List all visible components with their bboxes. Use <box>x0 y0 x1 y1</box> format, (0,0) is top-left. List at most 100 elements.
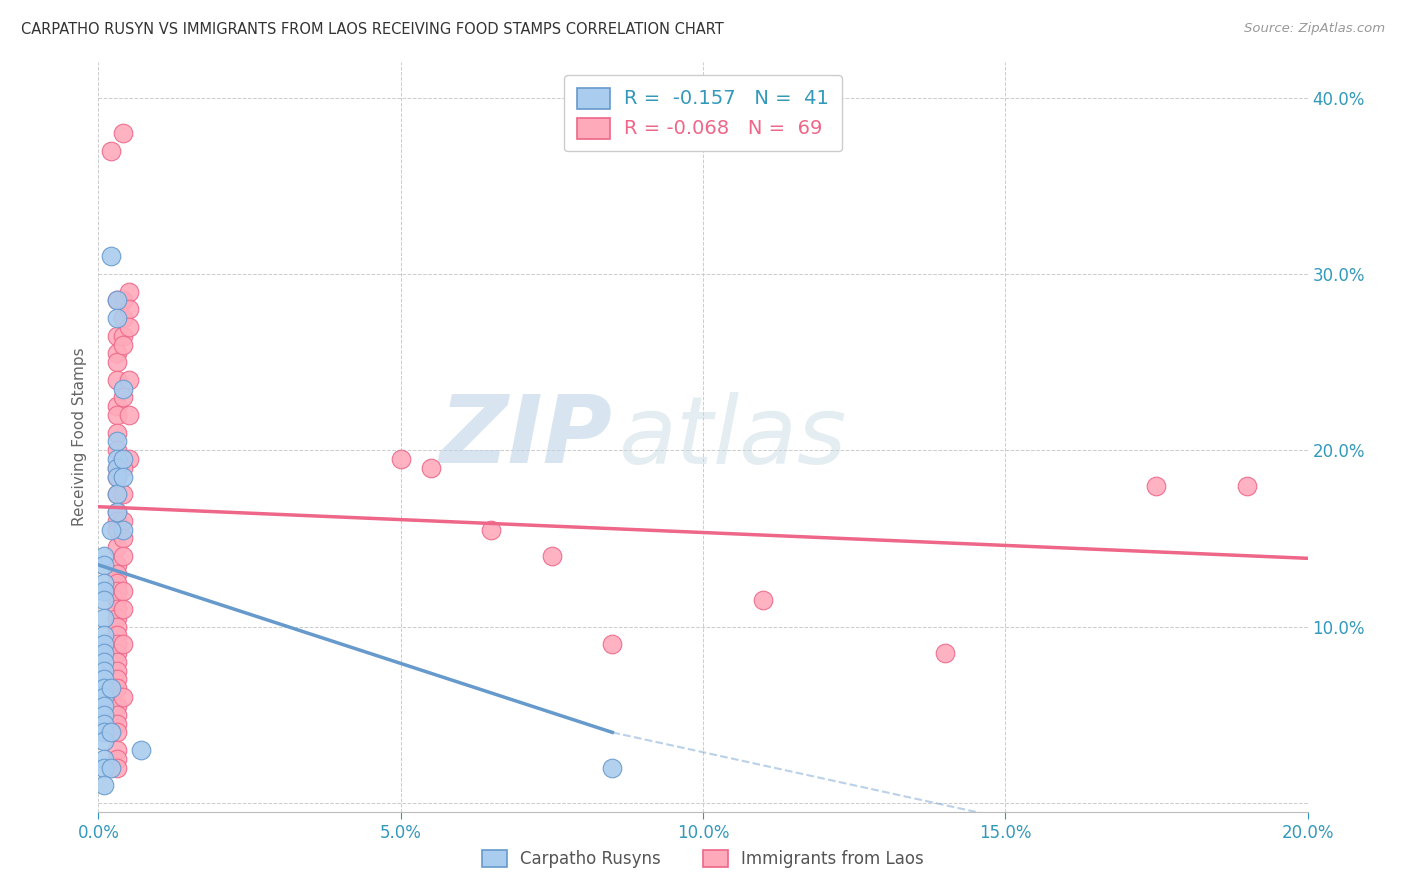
Point <box>93 611 115 625</box>
Point <box>100 523 122 537</box>
Point <box>93 575 115 590</box>
Point <box>93 734 115 748</box>
Point <box>100 249 122 263</box>
Point <box>105 443 128 458</box>
Point <box>93 716 115 731</box>
Point <box>105 346 128 360</box>
Point <box>111 382 134 396</box>
Point <box>105 461 128 475</box>
Point <box>105 761 128 775</box>
Point <box>1144 478 1167 492</box>
Point <box>105 373 128 387</box>
Point <box>100 725 122 739</box>
Text: Source: ZipAtlas.com: Source: ZipAtlas.com <box>1244 22 1385 36</box>
Point <box>105 487 128 501</box>
Point <box>93 593 115 607</box>
Point <box>602 637 624 651</box>
Point <box>111 293 134 308</box>
Point <box>752 593 775 607</box>
Point <box>118 319 141 334</box>
Point <box>93 655 115 669</box>
Text: CARPATHO RUSYN VS IMMIGRANTS FROM LAOS RECEIVING FOOD STAMPS CORRELATION CHART: CARPATHO RUSYN VS IMMIGRANTS FROM LAOS R… <box>21 22 724 37</box>
Point <box>105 558 128 572</box>
Point <box>111 532 134 546</box>
Point <box>111 523 134 537</box>
Point <box>111 549 134 563</box>
Point <box>105 461 128 475</box>
Point <box>129 743 152 757</box>
Point <box>105 408 128 422</box>
Point <box>118 408 141 422</box>
Point <box>105 487 128 501</box>
Point <box>93 725 115 739</box>
Point <box>93 698 115 713</box>
Point <box>93 628 115 642</box>
Point <box>105 752 128 766</box>
Point <box>93 558 115 572</box>
Point <box>118 452 141 467</box>
Point <box>111 328 134 343</box>
Point <box>118 302 141 317</box>
Text: atlas: atlas <box>619 392 846 483</box>
Point <box>105 681 128 696</box>
Point <box>118 285 141 299</box>
Point <box>105 469 128 483</box>
Point <box>105 602 128 616</box>
Point <box>105 355 128 369</box>
Point <box>1236 478 1258 492</box>
Point <box>389 452 412 467</box>
Point <box>111 487 134 501</box>
Point <box>118 373 141 387</box>
Point <box>111 469 134 483</box>
Point <box>105 505 128 519</box>
Point <box>105 452 128 467</box>
Point <box>105 434 128 449</box>
Point <box>105 619 128 633</box>
Point <box>105 328 128 343</box>
Point <box>111 337 134 351</box>
Point <box>111 690 134 705</box>
Point <box>105 566 128 581</box>
Point <box>105 293 128 308</box>
Point <box>105 593 128 607</box>
Point <box>100 681 122 696</box>
Legend: R =  -0.157   N =  41, R = -0.068   N =  69: R = -0.157 N = 41, R = -0.068 N = 69 <box>564 75 842 152</box>
Point <box>111 391 134 405</box>
Point <box>93 707 115 722</box>
Point <box>100 144 122 158</box>
Point <box>93 646 115 660</box>
Point <box>105 399 128 413</box>
Point <box>111 602 134 616</box>
Point <box>93 673 115 687</box>
Point <box>105 584 128 599</box>
Point <box>111 584 134 599</box>
Point <box>93 664 115 678</box>
Point <box>105 514 128 528</box>
Point <box>111 637 134 651</box>
Point <box>93 549 115 563</box>
Point <box>602 761 624 775</box>
Point <box>540 549 562 563</box>
Point <box>93 690 115 705</box>
Point <box>934 646 956 660</box>
Point <box>93 752 115 766</box>
Point <box>105 743 128 757</box>
Point <box>105 673 128 687</box>
Point <box>105 541 128 555</box>
Point <box>93 637 115 651</box>
Point <box>100 761 122 775</box>
Point <box>105 575 128 590</box>
Point <box>93 778 115 792</box>
Point <box>105 725 128 739</box>
Point <box>93 584 115 599</box>
Y-axis label: Receiving Food Stamps: Receiving Food Stamps <box>72 348 87 526</box>
Point <box>93 761 115 775</box>
Point <box>420 461 443 475</box>
Point <box>93 681 115 696</box>
Point <box>105 707 128 722</box>
Point <box>111 461 134 475</box>
Point <box>111 126 134 140</box>
Point <box>105 716 128 731</box>
Point <box>105 505 128 519</box>
Point <box>111 514 134 528</box>
